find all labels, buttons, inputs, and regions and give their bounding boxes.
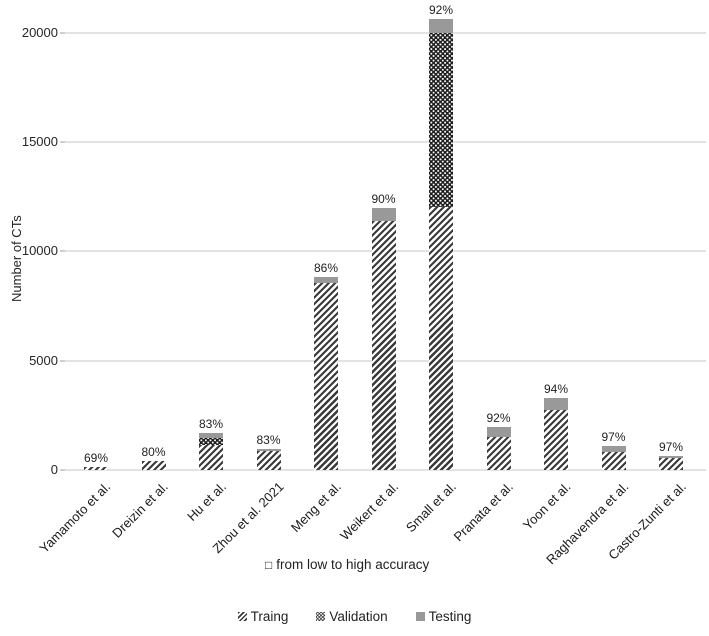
x-axis-label: Dreizin et al.: [109, 479, 172, 541]
accuracy-bar-label: 94%: [543, 382, 569, 397]
bar-segment-traing-8: [486, 436, 511, 470]
gridline: [65, 469, 706, 471]
y-tick-label: 10000: [21, 243, 58, 259]
accuracy-bar-label: 69%: [83, 451, 109, 466]
bar-segment-traing-2: [141, 460, 166, 470]
bar-segment-testing-4: [256, 449, 281, 451]
y-tick-mark: [60, 141, 65, 144]
x-axis-label: Pranata et al.: [450, 479, 517, 545]
bar-segment-testing-6: [371, 207, 396, 221]
legend-item-validation: Validation: [316, 609, 388, 624]
accuracy-bar-label: 97%: [601, 429, 626, 444]
bar-segment-traing-1: [84, 467, 108, 470]
accuracy-bar-label: 92%: [428, 2, 454, 17]
accuracy-bar-label: 80%: [141, 444, 166, 459]
y-tick-label: 15000: [21, 134, 58, 150]
legend-label-testing: Testing: [428, 609, 472, 624]
gridline: [65, 141, 706, 144]
x-axis-label: Weikert et al.: [337, 479, 402, 544]
bar-segment-testing-11: [659, 456, 683, 459]
bar-segment-testing-9: [544, 398, 568, 411]
bar-segment-traing-7: [429, 206, 453, 470]
accuracy-caption-text: from low to high accuracy: [276, 557, 430, 572]
testing-gray-swatch-icon: [415, 612, 425, 621]
legend-item-training: Traing: [237, 609, 289, 624]
y-tick-mark: [60, 359, 65, 362]
bar-segment-traing-10: [601, 452, 626, 470]
y-tick-mark: [60, 31, 65, 34]
bar-segment-testing-5: [314, 276, 338, 284]
bar-segment-testing-3: [199, 433, 223, 438]
accuracy-bar-label: 92%: [486, 410, 511, 425]
bar-segment-traing-5: [314, 283, 338, 470]
accuracy-bar-label: 90%: [371, 191, 396, 206]
accuracy-bar-label: 86%: [313, 260, 339, 275]
bar-segment-testing-10: [601, 445, 626, 453]
gridline: [65, 31, 706, 34]
x-axis-label: Yoon et al.: [519, 479, 574, 533]
y-tick-label: 20000: [21, 24, 58, 40]
legend-item-testing: Testing: [415, 609, 472, 624]
bar-segment-traing-3: [199, 444, 223, 470]
legend: Traing Validation Testing: [0, 609, 709, 624]
accuracy-bar-label: 97%: [658, 440, 684, 454]
bar-segment-traing-6: [371, 220, 396, 470]
accuracy-bar-label: 83%: [256, 433, 281, 447]
x-axis-label: Meng et al.: [287, 479, 344, 536]
y-tick-label: 0: [50, 462, 58, 477]
y-tick-mark: [60, 469, 65, 471]
bar-segment-traing-11: [659, 458, 683, 470]
legend-label-validation: Validation: [329, 609, 388, 624]
y-axis-title: Number of CTs: [9, 215, 24, 302]
y-tick-mark: [60, 250, 65, 253]
training-hatch-swatch-icon: [237, 612, 247, 621]
x-axis-label: Yamamoto et al.: [36, 479, 114, 556]
validation-dots-swatch-icon: [316, 612, 326, 621]
x-axis-label: Small et al.: [402, 479, 459, 536]
bar-segment-validation-7: [429, 32, 453, 207]
x-axis-label: Hu et al.: [183, 479, 229, 524]
accuracy-bar-label: 83%: [198, 417, 224, 432]
bar-segment-validation-3: [199, 437, 223, 445]
bar-segment-traing-9: [544, 410, 568, 470]
accuracy-caption: □ from low to high accuracy: [265, 557, 429, 572]
open-square-icon: □: [265, 558, 273, 572]
y-tick-label: 5000: [29, 352, 58, 368]
bar-segment-testing-8: [486, 426, 511, 437]
bar-segment-traing-4: [256, 450, 281, 470]
bar-segment-testing-7: [429, 18, 453, 33]
legend-label-training: Traing: [250, 609, 289, 624]
